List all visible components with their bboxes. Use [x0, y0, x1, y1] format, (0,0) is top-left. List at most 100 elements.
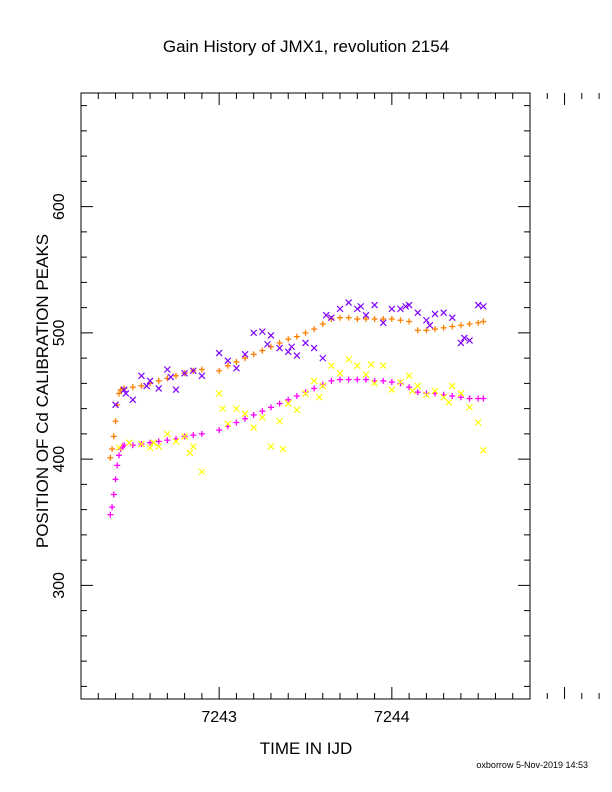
series-0-point-44: [449, 323, 456, 330]
series-0-point-46: [466, 321, 473, 328]
series-2-point-24: [327, 314, 335, 322]
series-3-point-6: [172, 438, 180, 445]
series-2-point-31: [388, 305, 396, 313]
series-3-point-45: [279, 445, 287, 453]
series-1-point-45: [449, 393, 456, 399]
series-0-point-31: [337, 314, 344, 321]
series-1-point-29: [311, 385, 318, 392]
series-3-point-24: [336, 369, 344, 377]
series-layer: [107, 299, 487, 518]
series-2-point-12: [224, 357, 232, 365]
series-1: [107, 376, 487, 518]
y-axis-label: POSITION OF Cd CALIBRATION PEAKS: [33, 234, 52, 548]
series-2-point-42: [479, 302, 487, 310]
series-0-point-20: [242, 355, 249, 362]
series-2: [112, 299, 487, 409]
series-3-point-3: [146, 444, 154, 452]
series-0-point-13: [172, 372, 179, 379]
series-3-point-48: [409, 387, 416, 395]
series-2-point-28: [362, 311, 370, 319]
series-3-point-0: [115, 444, 123, 452]
series-3-point-38: [457, 390, 465, 397]
series-2-point-32: [397, 305, 404, 313]
series-2-point-52: [460, 334, 468, 342]
series-1-point-4: [114, 462, 121, 469]
series-3-point-8: [189, 443, 197, 450]
series-2-point-22: [310, 344, 318, 352]
series-1-point-40: [406, 384, 413, 391]
series-2-point-45: [167, 373, 175, 381]
series-2-point-20: [293, 352, 301, 360]
series-3-point-19: [293, 406, 301, 414]
series-1-point-1: [109, 504, 116, 511]
series-2-point-36: [431, 310, 439, 318]
series-0-point-26: [293, 333, 300, 340]
series-3-point-33: [414, 382, 422, 390]
y-tick-labels: 300 400 500 600: [51, 193, 68, 599]
series-3-point-13: [241, 410, 249, 418]
series-3-point-1: [125, 439, 133, 447]
series-3-point-10: [215, 390, 223, 397]
series-2-point-51: [426, 321, 434, 329]
series-3-point-37: [448, 382, 456, 390]
series-3-point-5: [163, 430, 171, 438]
series-3-point-39: [466, 403, 473, 411]
series-3-point-43: [186, 449, 194, 457]
series-0-point-18: [224, 362, 231, 369]
series-2-point-9: [189, 367, 197, 375]
y-tick-label-300: 300: [51, 572, 68, 599]
series-0-point-43: [440, 324, 447, 331]
series-0-point-27: [302, 329, 309, 336]
series-2-point-35: [422, 316, 430, 324]
series-1-point-25: [276, 400, 283, 407]
series-2-point-47: [288, 343, 296, 351]
series-3-point-42: [150, 439, 157, 447]
series-1-point-13: [164, 437, 171, 444]
series-3-point-40: [474, 419, 482, 426]
x-axis-label: TIME IN IJD: [260, 739, 353, 758]
series-1-point-32: [337, 376, 344, 383]
series-2-point-0: [112, 401, 119, 409]
series-1-point-31: [328, 377, 335, 384]
series-1-point-18: [216, 427, 223, 434]
series-3-point-25: [345, 355, 353, 363]
footer-credit: oxborrow 5-Nov-2019 14:53: [476, 760, 588, 770]
series-3-point-46: [315, 393, 323, 401]
series-3-point-44: [219, 405, 227, 413]
x-tick-label-7244: 7244: [374, 709, 410, 726]
series-2-point-16: [258, 328, 266, 336]
series-2-point-11: [215, 349, 223, 357]
series-2-point-8: [181, 369, 189, 377]
series-3-point-12: [232, 405, 240, 413]
series-0-point-47: [475, 319, 482, 326]
series-3-point-32: [405, 372, 413, 380]
series-3-point-47: [367, 361, 375, 368]
series-3-point-28: [371, 379, 379, 387]
series-0-point-48: [480, 318, 487, 325]
series-0-point-28: [311, 326, 318, 333]
series-0-point-39: [406, 318, 413, 325]
series-2-point-41: [474, 301, 482, 309]
series-2-point-4: [146, 377, 154, 385]
series-1-point-49: [480, 395, 487, 402]
series-2-point-21: [302, 339, 309, 347]
series-1-point-27: [293, 393, 300, 399]
series-1-point-3: [112, 476, 119, 483]
series-2-point-7: [172, 386, 180, 394]
series-1-point-9: [129, 442, 136, 449]
x-tick-labels: 7243 7244: [201, 709, 409, 726]
series-1-point-46: [457, 394, 464, 401]
series-1-point-5: [115, 452, 122, 459]
series-2-point-27: [353, 305, 361, 313]
series-3-point-35: [431, 387, 439, 395]
series-3-point-23: [327, 362, 335, 370]
series-0-point-8: [129, 384, 136, 391]
series-2-point-43: [122, 390, 130, 397]
series-3-point-29: [379, 362, 387, 370]
series-0-point-38: [397, 317, 404, 324]
series-2-point-3: [138, 372, 145, 380]
series-2-point-49: [357, 302, 365, 310]
series-0-point-22: [259, 347, 266, 354]
series-3-point-20: [302, 390, 309, 397]
series-1-point-35: [362, 376, 369, 383]
